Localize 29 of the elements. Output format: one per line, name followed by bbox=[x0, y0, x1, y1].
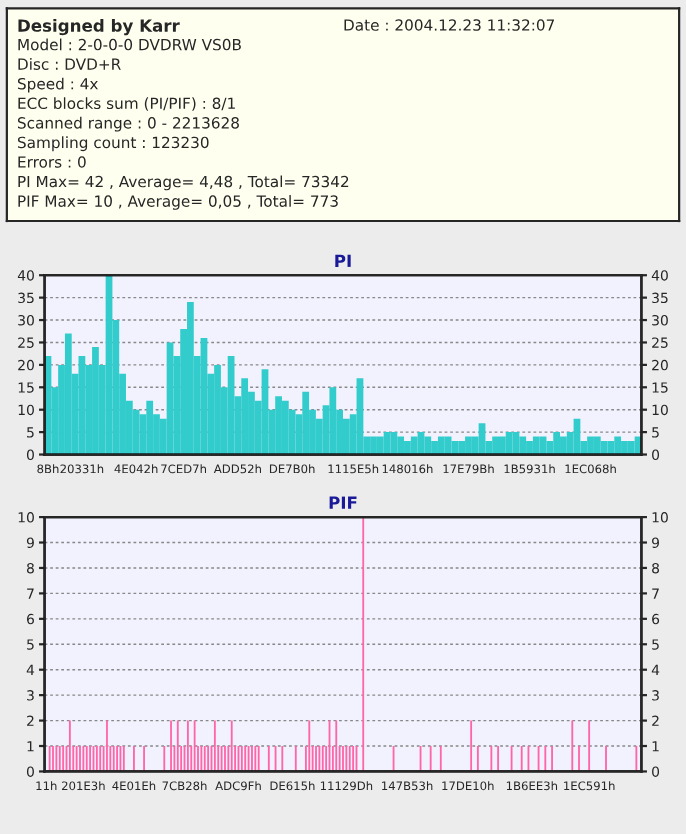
bar bbox=[614, 436, 622, 455]
bar bbox=[532, 436, 540, 455]
bar bbox=[302, 391, 310, 455]
bar bbox=[187, 302, 194, 455]
bar bbox=[329, 387, 337, 455]
bar bbox=[410, 436, 418, 455]
bar bbox=[390, 432, 398, 455]
bar bbox=[424, 436, 432, 455]
bar bbox=[376, 436, 384, 455]
bar bbox=[146, 400, 154, 455]
bar bbox=[397, 436, 405, 455]
bar bbox=[444, 436, 452, 455]
bar bbox=[627, 441, 635, 455]
text: Designed by Karr bbox=[18, 18, 180, 36]
bar bbox=[458, 441, 466, 455]
bar bbox=[593, 436, 601, 455]
chart-title: PI bbox=[335, 254, 351, 267]
bar bbox=[132, 409, 140, 455]
bar bbox=[607, 441, 615, 455]
bar bbox=[281, 400, 289, 455]
bar bbox=[437, 436, 445, 455]
bar bbox=[553, 432, 561, 455]
bar bbox=[288, 409, 296, 455]
bar bbox=[498, 436, 506, 455]
bar bbox=[241, 378, 249, 455]
bar bbox=[64, 333, 72, 455]
bar bbox=[505, 432, 513, 455]
chart-title: PIF bbox=[329, 496, 357, 509]
bar bbox=[519, 436, 527, 455]
